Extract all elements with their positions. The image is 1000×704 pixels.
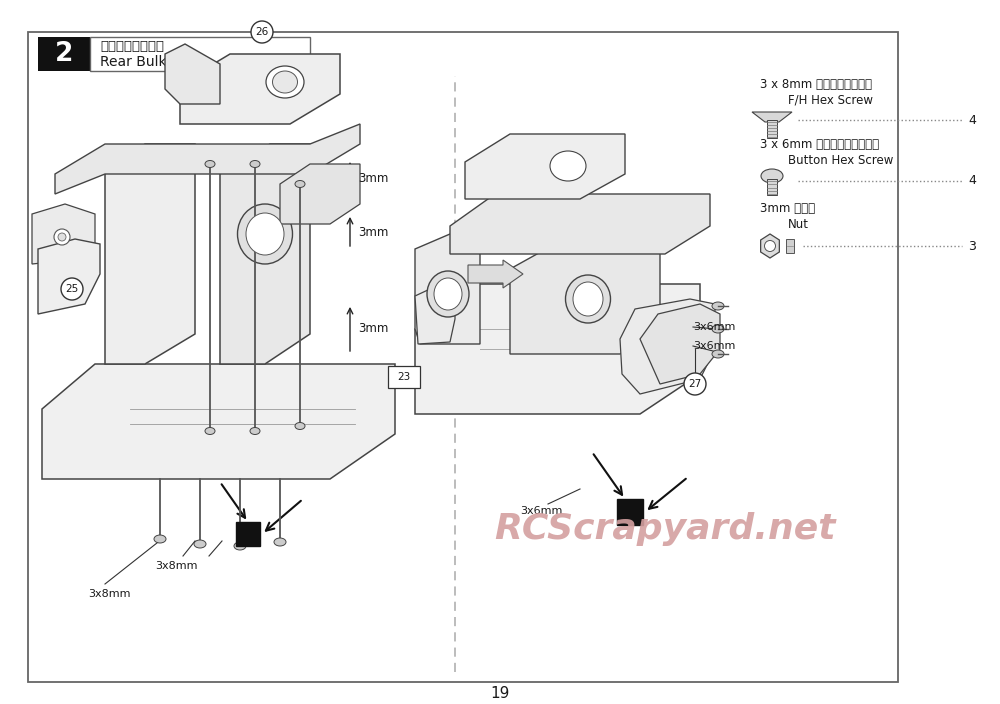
Circle shape: [684, 373, 706, 395]
Polygon shape: [38, 239, 100, 314]
Polygon shape: [180, 54, 340, 124]
Ellipse shape: [712, 325, 724, 333]
Bar: [617, 499, 643, 525]
Bar: [38, 37, 90, 71]
Text: リヤバルクヘッド: リヤバルクヘッド: [100, 41, 164, 54]
Ellipse shape: [295, 180, 305, 187]
Ellipse shape: [205, 161, 215, 168]
Ellipse shape: [712, 350, 724, 358]
Text: 3: 3: [968, 239, 976, 253]
Ellipse shape: [566, 275, 610, 323]
Polygon shape: [620, 299, 715, 394]
Polygon shape: [165, 44, 220, 104]
Circle shape: [765, 241, 776, 251]
Polygon shape: [55, 124, 360, 194]
Ellipse shape: [761, 169, 783, 183]
Ellipse shape: [250, 427, 260, 434]
Text: 19: 19: [490, 686, 510, 701]
Polygon shape: [510, 244, 660, 354]
Text: 3mm: 3mm: [358, 322, 388, 336]
Polygon shape: [465, 134, 625, 199]
Polygon shape: [450, 194, 710, 254]
Polygon shape: [105, 144, 195, 364]
Ellipse shape: [194, 540, 206, 548]
Text: 4: 4: [968, 175, 976, 187]
Circle shape: [58, 233, 66, 241]
Ellipse shape: [295, 422, 305, 429]
Text: 3 x 6mm ボタンヘックスビス: 3 x 6mm ボタンヘックスビス: [760, 139, 879, 151]
FancyArrow shape: [468, 260, 523, 288]
Ellipse shape: [205, 427, 215, 434]
Circle shape: [61, 278, 83, 300]
Ellipse shape: [427, 271, 469, 317]
Polygon shape: [415, 234, 480, 344]
Polygon shape: [280, 164, 360, 224]
Text: 4: 4: [968, 113, 976, 127]
Text: 3mm: 3mm: [358, 225, 388, 239]
Text: 27: 27: [688, 379, 702, 389]
Polygon shape: [415, 284, 700, 414]
Polygon shape: [752, 112, 792, 122]
Ellipse shape: [250, 161, 260, 168]
Bar: [236, 522, 260, 546]
Bar: [786, 239, 794, 253]
Text: Rear Bulkhead: Rear Bulkhead: [100, 55, 201, 69]
Ellipse shape: [266, 66, 304, 98]
Polygon shape: [32, 204, 95, 264]
Ellipse shape: [434, 278, 462, 310]
Ellipse shape: [712, 302, 724, 310]
Text: Nut: Nut: [788, 218, 809, 230]
Ellipse shape: [154, 535, 166, 543]
Text: Button Hex Screw: Button Hex Screw: [788, 153, 893, 167]
Text: 3mm ナット: 3mm ナット: [760, 203, 815, 215]
Text: 3x6mm: 3x6mm: [693, 322, 735, 332]
Text: 3x6mm: 3x6mm: [520, 506, 562, 516]
Bar: [28, 32, 898, 682]
Text: 2: 2: [55, 41, 73, 67]
Polygon shape: [42, 364, 395, 479]
Text: 3x6mm: 3x6mm: [693, 341, 735, 351]
Polygon shape: [761, 234, 779, 258]
Ellipse shape: [234, 542, 246, 550]
Polygon shape: [415, 289, 455, 344]
Text: 3x8mm: 3x8mm: [155, 561, 198, 571]
Text: 26: 26: [255, 27, 269, 37]
Circle shape: [54, 229, 70, 245]
Polygon shape: [220, 144, 310, 364]
Ellipse shape: [573, 282, 603, 316]
Circle shape: [251, 21, 273, 43]
Text: F/H Hex Screw: F/H Hex Screw: [788, 94, 873, 106]
Text: 23: 23: [397, 372, 411, 382]
Ellipse shape: [238, 204, 292, 264]
Bar: [767, 179, 777, 195]
Ellipse shape: [274, 538, 286, 546]
Text: 3 x 8mm サラヘックスビス: 3 x 8mm サラヘックスビス: [760, 79, 872, 92]
Ellipse shape: [550, 151, 586, 181]
Text: 3x8mm: 3x8mm: [88, 589, 130, 599]
FancyBboxPatch shape: [388, 366, 420, 388]
Text: RCScrapyard.net: RCScrapyard.net: [494, 512, 836, 546]
Text: 25: 25: [65, 284, 79, 294]
Ellipse shape: [246, 213, 284, 255]
Polygon shape: [640, 304, 720, 384]
Bar: [90, 37, 310, 71]
Bar: [767, 120, 777, 138]
Text: 3mm: 3mm: [358, 172, 388, 184]
Ellipse shape: [272, 71, 298, 93]
